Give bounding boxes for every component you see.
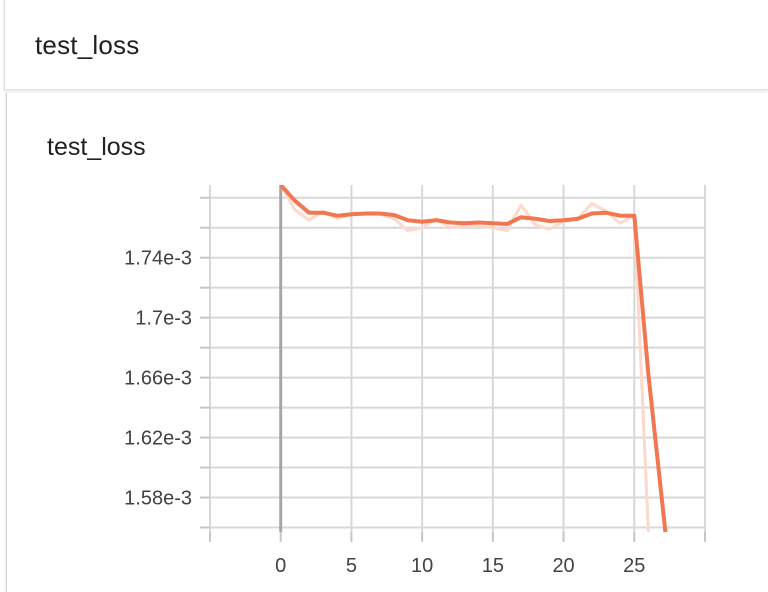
- smoothed-series: [279, 185, 668, 532]
- x-tick-label: 0: [275, 555, 286, 577]
- x-tick-label: 20: [552, 555, 574, 577]
- y-tick-label: 1.74e-3: [124, 248, 192, 270]
- y-tick-label: 1.66e-3: [124, 368, 192, 390]
- section-title: test_loss: [35, 30, 140, 60]
- section-header[interactable]: test_loss: [4, 0, 768, 90]
- y-tick-label: 1.62e-3: [124, 428, 192, 450]
- chart-title: test_loss: [47, 133, 146, 161]
- y-tick-label: 1.58e-3: [124, 488, 192, 510]
- x-tick-label: 10: [411, 555, 433, 577]
- raw-series: [279, 185, 650, 532]
- x-tick-label: 25: [623, 555, 645, 577]
- grid: [209, 185, 706, 532]
- x-tick-label: 5: [346, 555, 357, 577]
- raw-series-line: [279, 185, 650, 532]
- smoothed-series-line: [279, 185, 668, 532]
- y-tick-label: 1.7e-3: [135, 308, 192, 330]
- x-tick-label: 15: [482, 555, 504, 577]
- axes: [200, 196, 706, 542]
- tick-labels: 1.58e-3 1.62e-3 1.66e-3 1.7e-3 1.74e-3 0 5 10 15…: [124, 248, 645, 577]
